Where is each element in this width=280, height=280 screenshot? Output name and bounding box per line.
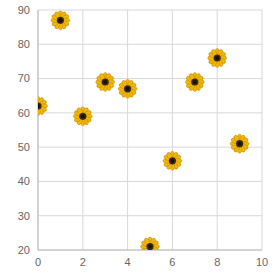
svg-text:50: 50 <box>18 141 30 153</box>
svg-text:10: 10 <box>256 256 268 268</box>
svg-text:30: 30 <box>18 210 30 222</box>
svg-text:4: 4 <box>125 256 131 268</box>
svg-text:6: 6 <box>169 256 175 268</box>
svg-text:80: 80 <box>18 38 30 50</box>
svg-text:2: 2 <box>80 256 86 268</box>
svg-text:90: 90 <box>18 4 30 16</box>
svg-text:70: 70 <box>18 72 30 84</box>
svg-text:60: 60 <box>18 107 30 119</box>
svg-text:8: 8 <box>214 256 220 268</box>
svg-text:40: 40 <box>18 175 30 187</box>
svg-text:0: 0 <box>35 256 41 268</box>
svg-text:20: 20 <box>18 244 30 256</box>
